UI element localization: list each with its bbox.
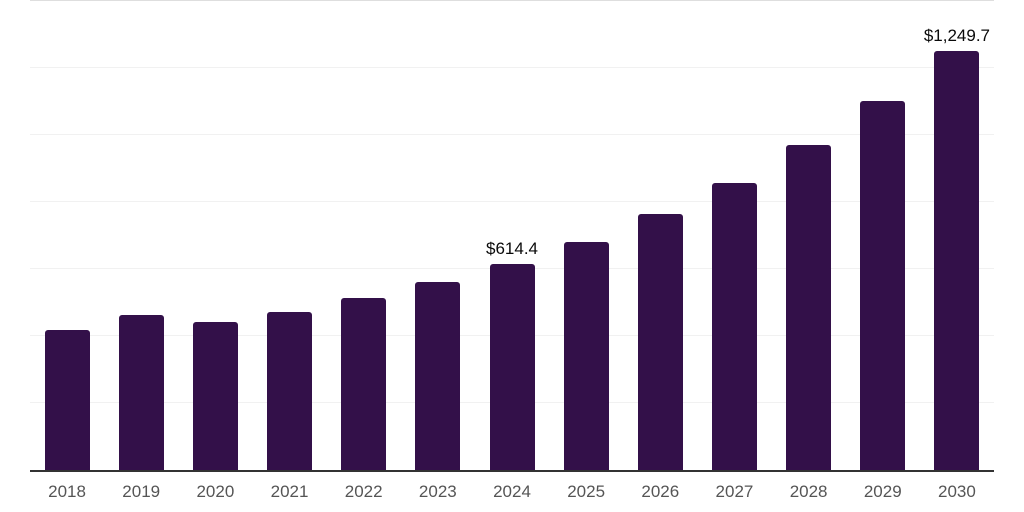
- bar-2029: [860, 101, 906, 470]
- data-label-2030: $1,249.7: [923, 26, 991, 46]
- x-tick-label-2029: 2029: [863, 482, 902, 501]
- bar-2022: [341, 298, 387, 470]
- x-tick-label-2030: 2030: [938, 482, 976, 501]
- bar-2026: [637, 214, 683, 470]
- x-tick-label-2026: 2026: [641, 482, 680, 501]
- bar-2021: [267, 312, 313, 470]
- gridline-1400: [30, 0, 994, 1]
- gridline-1000: [30, 134, 994, 135]
- x-tick-label-2021: 2021: [270, 482, 309, 501]
- x-tick-label-2019: 2019: [122, 482, 161, 501]
- bar-2024: [489, 264, 535, 470]
- bar-2023: [415, 282, 461, 470]
- x-tick-label-2028: 2028: [789, 482, 828, 501]
- gridline-800: [30, 201, 994, 202]
- gridline-1200: [30, 67, 994, 68]
- x-tick-label-2020: 2020: [196, 482, 235, 501]
- bar-2019: [118, 314, 164, 470]
- bar-2020: [192, 321, 238, 470]
- x-tick-label-2024: 2024: [493, 482, 531, 501]
- x-tick-label-2027: 2027: [715, 482, 754, 501]
- bar-2027: [711, 182, 757, 470]
- data-label-2024: $614.4: [486, 239, 538, 259]
- x-tick-label-2025: 2025: [567, 482, 606, 501]
- x-tick-label-2018: 2018: [48, 482, 86, 501]
- bar-2025: [563, 241, 609, 470]
- bar-2028: [786, 145, 832, 470]
- plot-area: $614.4 $1,249.7: [30, 0, 994, 472]
- x-axis: 2018 2019 2020 2021 2022 2023 2024 2025 2026 2027…: [30, 481, 994, 509]
- bar-2030: [934, 51, 980, 470]
- x-tick-label-2022: 2022: [344, 482, 383, 501]
- bar-2018: [44, 329, 90, 470]
- x-tick-label-2023: 2023: [418, 482, 457, 501]
